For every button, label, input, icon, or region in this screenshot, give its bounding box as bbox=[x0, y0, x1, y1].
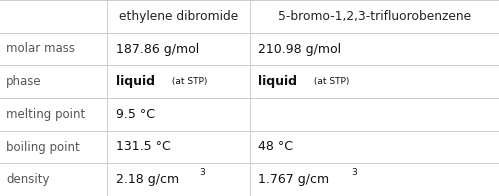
Text: liquid: liquid bbox=[116, 75, 155, 88]
Text: boiling point: boiling point bbox=[6, 141, 80, 153]
Text: ethylene dibromide: ethylene dibromide bbox=[119, 10, 238, 23]
Text: 3: 3 bbox=[199, 168, 205, 177]
Text: 5-bromo-1,2,3-trifluorobenzene: 5-bromo-1,2,3-trifluorobenzene bbox=[277, 10, 471, 23]
Text: 48 °C: 48 °C bbox=[258, 141, 293, 153]
Text: 210.98 g/mol: 210.98 g/mol bbox=[258, 43, 342, 55]
Text: 3: 3 bbox=[352, 168, 357, 177]
Text: melting point: melting point bbox=[6, 108, 85, 121]
Text: (at STP): (at STP) bbox=[169, 77, 208, 86]
Text: 2.18 g/cm: 2.18 g/cm bbox=[116, 173, 180, 186]
Text: (at STP): (at STP) bbox=[311, 77, 350, 86]
Text: 131.5 °C: 131.5 °C bbox=[116, 141, 171, 153]
Text: phase: phase bbox=[6, 75, 41, 88]
Text: 1.767 g/cm: 1.767 g/cm bbox=[258, 173, 330, 186]
Text: liquid: liquid bbox=[258, 75, 297, 88]
Text: 9.5 °C: 9.5 °C bbox=[116, 108, 155, 121]
Text: density: density bbox=[6, 173, 49, 186]
Text: molar mass: molar mass bbox=[6, 43, 75, 55]
Text: 187.86 g/mol: 187.86 g/mol bbox=[116, 43, 200, 55]
